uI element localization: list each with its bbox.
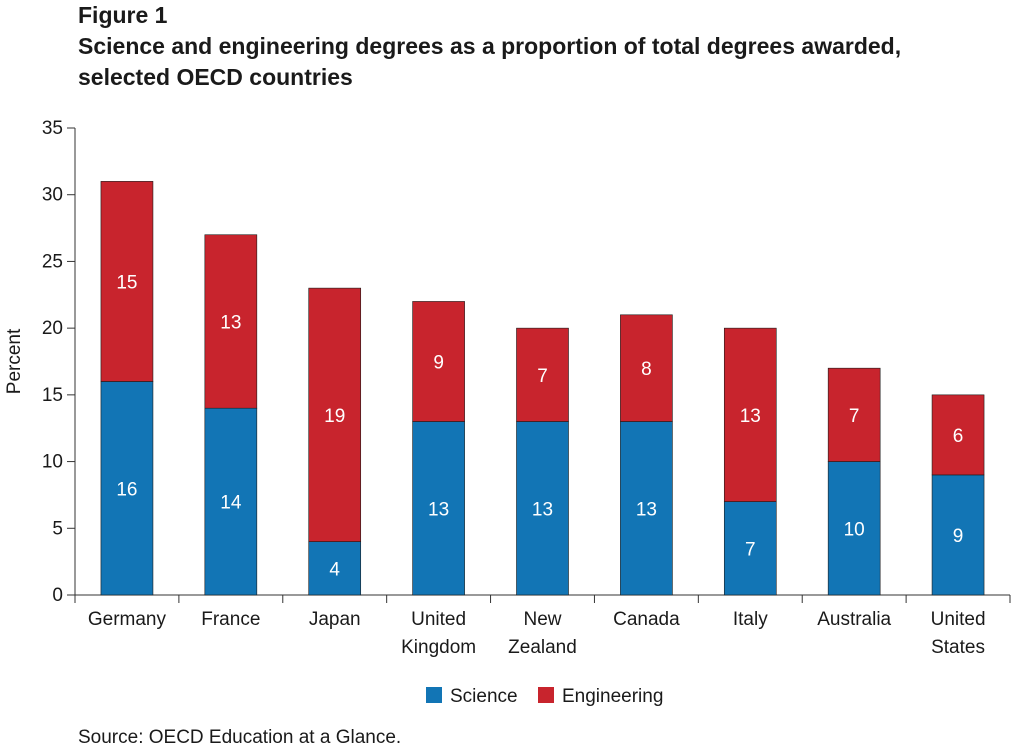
x-category-label-line: States xyxy=(931,637,985,658)
bar-segment-science xyxy=(204,407,258,596)
x-category-label-line: France xyxy=(201,609,260,630)
data-label-engineering: 8 xyxy=(641,359,652,380)
chart-title-line-1: Science and engineering degrees as a pro… xyxy=(78,33,902,59)
x-category-label-line: Kingdom xyxy=(401,637,476,658)
data-label-science: 13 xyxy=(532,499,553,520)
data-label-engineering: 9 xyxy=(433,353,444,374)
legend-item-engineering: Engineering xyxy=(538,686,663,707)
data-label-science: 7 xyxy=(745,539,756,560)
data-label-science: 9 xyxy=(953,526,964,547)
x-category-label: France xyxy=(201,609,260,630)
x-category-label: Italy xyxy=(733,609,768,630)
bar-segment-science xyxy=(308,541,362,596)
bar-segment-science xyxy=(412,421,465,596)
data-label-science: 16 xyxy=(116,479,137,500)
x-category-label: Japan xyxy=(309,609,361,630)
x-category-label: United States xyxy=(931,609,986,658)
bar-segment-engineering xyxy=(308,287,362,542)
bar-segment-engineering xyxy=(412,301,465,422)
x-category-label-line: Japan xyxy=(309,609,361,630)
x-category-label-line: United xyxy=(931,609,986,630)
bar-segment-science xyxy=(516,421,569,596)
x-category-label-line: Zealand xyxy=(508,637,577,658)
x-category-label-line: Germany xyxy=(88,609,167,630)
bar-segment-engineering xyxy=(516,327,569,422)
bar-segment-science xyxy=(931,474,985,596)
x-category-label: Germany xyxy=(88,609,167,630)
data-label-science: 4 xyxy=(329,559,340,580)
data-label-engineering: 19 xyxy=(324,406,345,427)
x-category-label: United Kingdom xyxy=(401,609,476,658)
data-label-engineering: 6 xyxy=(953,426,964,447)
x-axis: Germany France Japan United Kingdom New Zealan… xyxy=(74,594,1011,658)
x-category-label-line: Australia xyxy=(817,609,891,630)
legend-swatch-engineering xyxy=(538,687,554,703)
bars: 16 15 14 13 4 19 13 9 13 7 13 8 7 13 10 7 9 6 xyxy=(100,181,985,596)
y-tick-label: 30 xyxy=(42,185,63,206)
data-label-engineering: 7 xyxy=(849,406,860,427)
bar-segment-engineering xyxy=(827,367,881,462)
x-category-label-line: Canada xyxy=(613,609,680,630)
legend-label-engineering: Engineering xyxy=(562,686,663,707)
figure-label: Figure 1 xyxy=(78,2,168,28)
x-category-label-line: Italy xyxy=(733,609,768,630)
y-axis-title: Percent xyxy=(4,328,25,394)
legend-swatch-science xyxy=(426,687,442,703)
chart-title-line-2: selected OECD countries xyxy=(78,64,353,90)
x-category-label-line: United xyxy=(411,609,466,630)
y-tick-label: 5 xyxy=(52,518,63,539)
data-label-engineering: 13 xyxy=(220,312,241,333)
legend: Science Engineering xyxy=(426,686,663,707)
y-tick-label: 20 xyxy=(42,318,63,339)
y-tick-label: 35 xyxy=(42,118,63,139)
bar-segment-engineering xyxy=(204,234,258,409)
y-tick-label: 25 xyxy=(42,251,63,272)
y-tick-label: 0 xyxy=(52,585,63,606)
x-category-label: New Zealand xyxy=(508,609,577,658)
bar-segment-science xyxy=(827,461,881,596)
legend-label-science: Science xyxy=(450,686,518,707)
data-label-engineering: 13 xyxy=(740,406,761,427)
bar-segment-engineering xyxy=(931,394,985,476)
data-label-science: 13 xyxy=(636,499,657,520)
y-tick-label: 15 xyxy=(42,385,63,406)
bar-segment-science xyxy=(100,381,154,596)
bar-segment-science xyxy=(620,421,673,596)
bar-segment-engineering xyxy=(100,181,154,382)
y-tick-label: 10 xyxy=(42,452,63,473)
bar-segment-engineering xyxy=(723,327,777,502)
x-category-label: Canada xyxy=(613,609,680,630)
data-label-engineering: 15 xyxy=(116,272,137,293)
data-label-engineering: 7 xyxy=(537,366,548,387)
legend-item-science: Science xyxy=(426,686,518,707)
bar-segment-science xyxy=(723,501,777,596)
x-category-label: Australia xyxy=(817,609,891,630)
chart-title: Science and engineering degrees as a pro… xyxy=(78,31,1018,93)
bar-segment-engineering xyxy=(620,314,673,422)
y-axis: 0 5 10 15 20 25 30 35 Percent xyxy=(4,118,76,606)
x-category-label-line: New xyxy=(523,609,561,630)
source-note: Source: OECD Education at a Glance. xyxy=(78,727,402,748)
data-label-science: 13 xyxy=(428,499,449,520)
data-label-science: 10 xyxy=(844,519,865,540)
data-label-science: 14 xyxy=(220,493,242,514)
